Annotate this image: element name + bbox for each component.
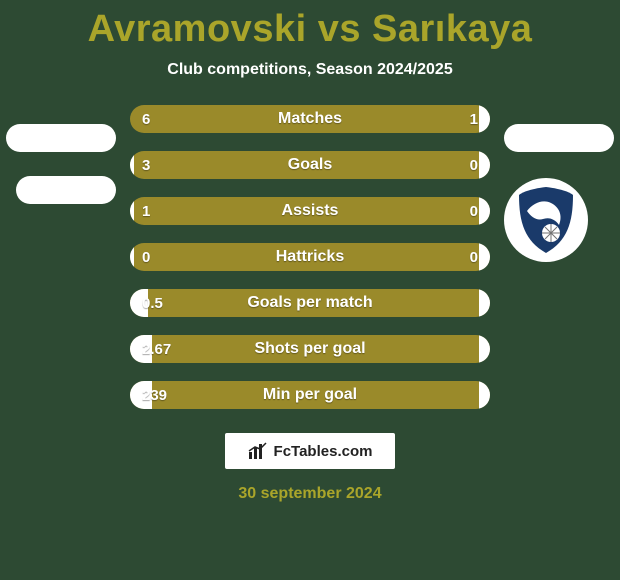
attribution-icon: [248, 442, 268, 460]
subtitle: Club competitions, Season 2024/2025: [167, 61, 452, 79]
bar-value-left: 0.5: [142, 289, 163, 317]
attribution-text: FcTables.com: [274, 443, 373, 460]
bar-label: Min per goal: [130, 381, 490, 409]
bar-label: Goals: [130, 151, 490, 179]
bar-value-left: 0: [142, 243, 150, 271]
stat-bar: Shots per goal2.67: [130, 335, 490, 363]
player-avatar-left-1: [6, 124, 116, 152]
stat-bar: Assists1 0: [130, 197, 490, 225]
bar-label: Hattricks: [130, 243, 490, 271]
bar-label: Shots per goal: [130, 335, 490, 363]
stat-bar: Hattricks0 0: [130, 243, 490, 271]
bar-value-right: 1: [470, 105, 478, 133]
bar-value-left: 2.67: [142, 335, 171, 363]
bar-value-left: 1: [142, 197, 150, 225]
club-badge-icon: [509, 183, 583, 257]
stat-bar: Goals3 0: [130, 151, 490, 179]
attribution-badge: FcTables.com: [225, 433, 395, 469]
stat-bar: Goals per match0.5: [130, 289, 490, 317]
bar-label: Assists: [130, 197, 490, 225]
page-title: Avramovski vs Sarıkaya: [88, 8, 533, 51]
club-badge-right: [504, 178, 588, 262]
comparison-infographic: Avramovski vs Sarıkaya Club competitions…: [0, 0, 620, 580]
stat-bar: Min per goal239: [130, 381, 490, 409]
bar-label: Goals per match: [130, 289, 490, 317]
bar-value-right: 0: [470, 151, 478, 179]
stat-bar: Matches6 1: [130, 105, 490, 133]
bar-label: Matches: [130, 105, 490, 133]
bar-value-left: 3: [142, 151, 150, 179]
bar-value-right: 0: [470, 243, 478, 271]
player-avatar-left-2: [16, 176, 116, 204]
bar-value-left: 6: [142, 105, 150, 133]
bar-value-right: 0: [470, 197, 478, 225]
bar-value-left: 239: [142, 381, 167, 409]
stat-bars: Matches61Goals30Assists10Hattricks00Goal…: [130, 105, 490, 409]
footer-date: 30 september 2024: [238, 485, 381, 503]
player-avatar-right-1: [504, 124, 614, 152]
